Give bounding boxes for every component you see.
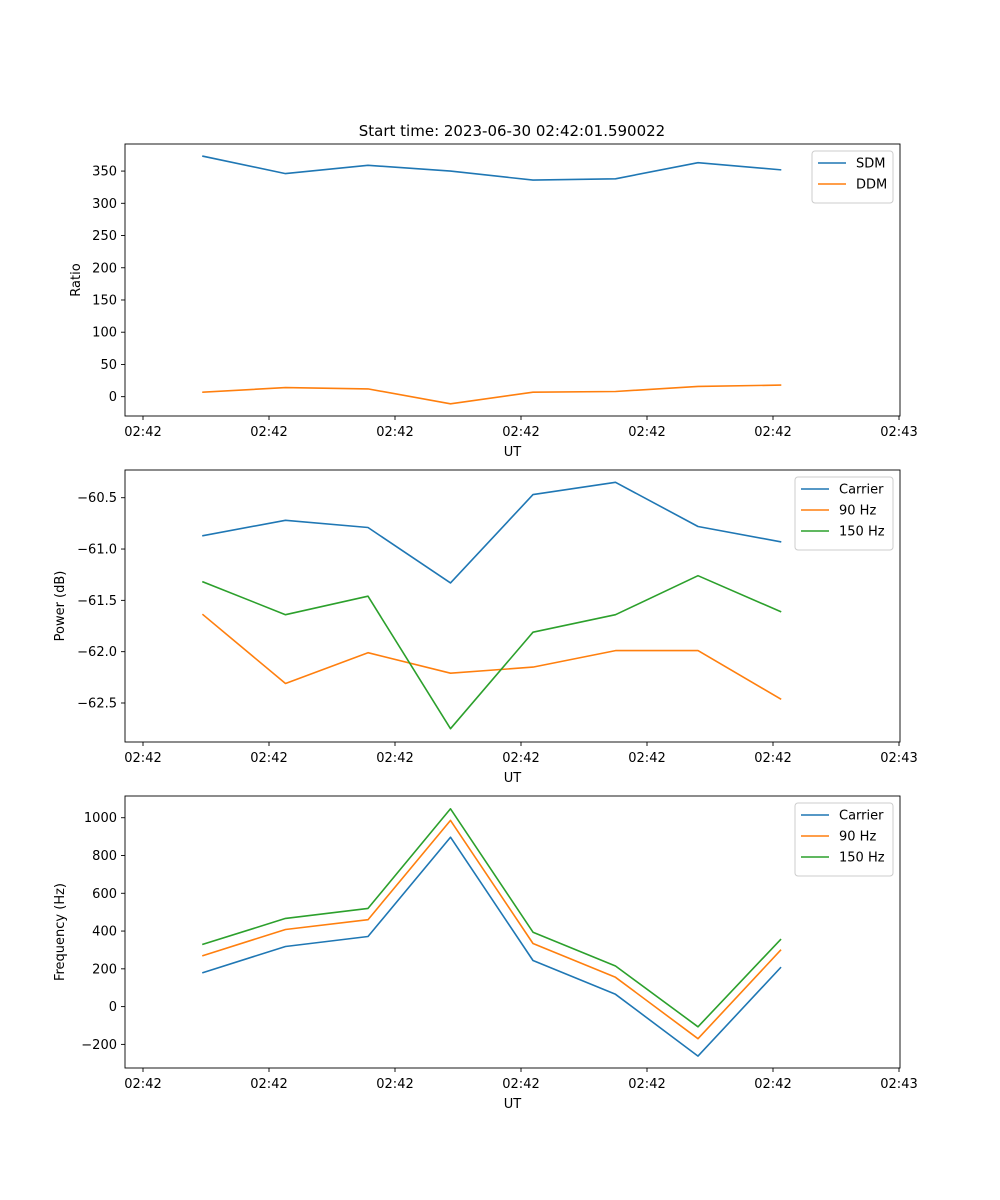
- x-tick-label: 02:42: [376, 425, 413, 440]
- x-tick-label: 02:43: [880, 1077, 917, 1092]
- legend-label: SDM: [856, 157, 885, 172]
- y-tick-label: 600: [92, 887, 117, 902]
- x-tick-label: 02:42: [628, 425, 665, 440]
- figure-title: Start time: 2023-06-30 02:42:01.590022: [359, 122, 665, 140]
- x-axis-label: UT: [504, 445, 522, 460]
- chart-panel-3: −200 0 200 400 600 800 1000 02:42 02:42 02:42 02:4…: [53, 795, 918, 1112]
- series-line-150-hz: [201, 807, 782, 1028]
- axes-frame: [124, 469, 901, 743]
- y-tick-label: −200: [81, 1038, 117, 1053]
- x-tick-label: 02:43: [880, 751, 917, 766]
- y-axis-label: Ratio: [69, 263, 84, 296]
- x-axis-label: UT: [504, 1097, 522, 1112]
- x-tick-label: 02:42: [124, 425, 161, 440]
- y-tick-label: −61.5: [77, 594, 117, 609]
- axes-frame: [124, 143, 901, 417]
- legend-label: 90 Hz: [839, 504, 876, 519]
- y-tick-label: 0: [109, 1000, 117, 1015]
- x-tick-label: 02:42: [124, 751, 161, 766]
- x-tick-label: 02:42: [250, 751, 287, 766]
- axes-frame: [124, 795, 901, 1069]
- y-tick-label: −60.5: [77, 491, 117, 506]
- y-tick-label: 250: [92, 229, 117, 244]
- legend: Carrier 90 Hz 150 Hz: [794, 476, 894, 551]
- legend: Carrier 90 Hz 150 Hz: [794, 802, 894, 877]
- y-axis-label: Power (dB): [53, 571, 68, 642]
- x-tick-label: 02:42: [250, 1077, 287, 1092]
- legend-label: 90 Hz: [839, 830, 876, 845]
- legend: SDM DDM: [811, 150, 894, 204]
- legend-label: DDM: [856, 178, 887, 193]
- y-tick-label: −62.5: [77, 696, 117, 711]
- series-line-150-hz: [201, 574, 782, 730]
- series-line-90-hz: [201, 819, 782, 1040]
- y-tick-label: 150: [92, 293, 117, 308]
- y-tick-label: 100: [92, 326, 117, 341]
- y-tick-label: −62.0: [77, 645, 117, 660]
- x-tick-label: 02:42: [628, 751, 665, 766]
- x-tick-label: 02:42: [754, 1077, 791, 1092]
- series-line-carrier: [202, 481, 782, 584]
- x-tick-label: 02:42: [754, 751, 791, 766]
- x-axis-label: UT: [504, 771, 522, 786]
- legend-label: 150 Hz: [839, 525, 885, 540]
- y-tick-label: 0: [109, 390, 117, 405]
- x-tick-label: 02:43: [880, 425, 917, 440]
- series-line-carrier: [201, 836, 782, 1057]
- legend-label: 150 Hz: [839, 851, 885, 866]
- y-tick-label: 300: [92, 197, 117, 212]
- series-line-sdm: [202, 155, 782, 181]
- x-tick-label: 02:42: [628, 1077, 665, 1092]
- series-line-90-hz: [201, 613, 782, 700]
- y-axis-label: Frequency (Hz): [53, 883, 68, 981]
- x-tick-label: 02:42: [502, 751, 539, 766]
- x-tick-label: 02:42: [376, 751, 413, 766]
- y-tick-label: −61.0: [77, 543, 117, 558]
- chart-panel-1: 0 50 100 150 200 250 300 350 02:42 02:42 02:42 02:4…: [69, 143, 918, 460]
- x-tick-label: 02:42: [502, 1077, 539, 1092]
- series-line-ddm: [202, 384, 782, 405]
- y-tick-label: 200: [92, 962, 117, 977]
- legend-box: [811, 150, 894, 204]
- x-tick-label: 02:42: [376, 1077, 413, 1092]
- y-tick-label: 400: [92, 925, 117, 940]
- x-tick-label: 02:42: [502, 425, 539, 440]
- legend-label: Carrier: [839, 809, 884, 824]
- legend-label: Carrier: [839, 483, 884, 498]
- x-tick-label: 02:42: [250, 425, 287, 440]
- y-tick-label: 800: [92, 849, 117, 864]
- y-tick-label: 200: [92, 261, 117, 276]
- x-tick-label: 02:42: [124, 1077, 161, 1092]
- x-tick-label: 02:42: [754, 425, 791, 440]
- y-tick-label: 50: [100, 358, 117, 373]
- chart-panel-2: −60.5 −61.0 −61.5 −62.0 −62.5 02:42 02:42 02:42…: [53, 469, 918, 786]
- y-tick-label: 1000: [84, 811, 117, 826]
- y-tick-label: 350: [92, 165, 117, 180]
